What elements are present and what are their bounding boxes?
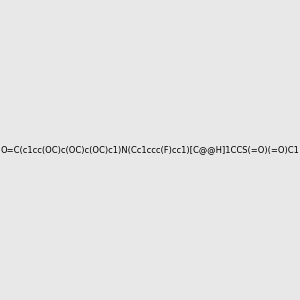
Text: O=C(c1cc(OC)c(OC)c(OC)c1)N(Cc1ccc(F)cc1)[C@@H]1CCS(=O)(=O)C1: O=C(c1cc(OC)c(OC)c(OC)c1)N(Cc1ccc(F)cc1)… bbox=[1, 146, 299, 154]
